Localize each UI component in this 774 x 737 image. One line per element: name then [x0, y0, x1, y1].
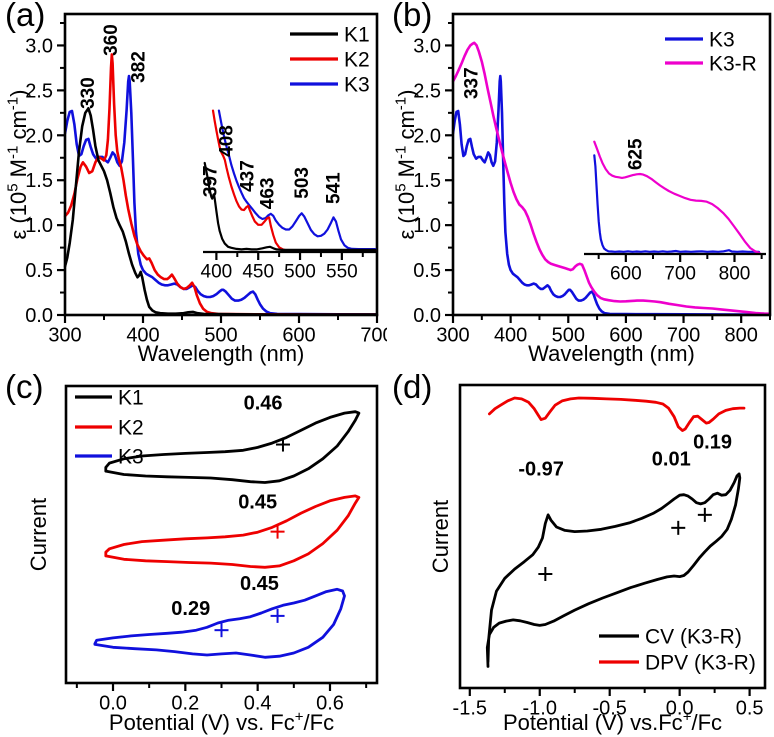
svg-text:0.0: 0.0 — [99, 692, 127, 714]
svg-text:397: 397 — [201, 165, 222, 197]
panel-b: 300 400 500 600 700 800 0.0 0.5 1.0 1.5 2.0 2.5 3.0 W… — [387, 0, 774, 368]
svg-text:300: 300 — [436, 324, 469, 346]
svg-text:300: 300 — [48, 324, 81, 346]
svg-text:0.46: 0.46 — [244, 393, 283, 415]
svg-text:503: 503 — [292, 167, 313, 199]
svg-text:0.0: 0.0 — [413, 305, 441, 327]
svg-text:400: 400 — [126, 324, 159, 346]
panel-d-label: (d) — [392, 368, 433, 405]
svg-text:3.0: 3.0 — [413, 35, 441, 57]
svg-text:382: 382 — [129, 51, 150, 83]
svg-text:1.0: 1.0 — [413, 215, 441, 237]
svg-text:600: 600 — [609, 324, 642, 346]
svg-text:408: 408 — [217, 125, 238, 157]
svg-text:0.0: 0.0 — [25, 305, 53, 327]
svg-text:0.01: 0.01 — [652, 449, 691, 471]
svg-text:541: 541 — [324, 172, 345, 204]
svg-text:600: 600 — [282, 324, 315, 346]
svg-text:0.2: 0.2 — [171, 692, 199, 714]
svg-text:-1.0: -1.0 — [523, 697, 557, 719]
svg-text:Current: Current — [428, 500, 453, 573]
svg-text:1.5: 1.5 — [25, 170, 53, 192]
svg-text:330: 330 — [78, 77, 99, 109]
svg-text:700: 700 — [667, 324, 700, 346]
svg-text:2.5: 2.5 — [413, 80, 441, 102]
svg-text:800: 800 — [724, 324, 757, 346]
svg-text:500: 500 — [204, 324, 237, 346]
svg-text:500: 500 — [284, 261, 316, 278]
svg-text:Potential (V) vs.Fc+/Fc: Potential (V) vs.Fc+/Fc — [503, 709, 722, 735]
svg-text:625: 625 — [626, 138, 647, 170]
svg-text:600: 600 — [610, 263, 642, 282]
svg-text:450: 450 — [242, 261, 274, 278]
svg-text:K3: K3 — [118, 446, 144, 469]
svg-text:Potential (V) vs. Fc+/Fc: Potential (V) vs. Fc+/Fc — [109, 709, 334, 735]
panel-c-label: (c) — [5, 368, 44, 405]
svg-text:Wavelength (nm): Wavelength (nm) — [528, 341, 695, 366]
svg-text:K3: K3 — [344, 74, 370, 97]
svg-text:2.5: 2.5 — [25, 80, 53, 102]
svg-text:K2: K2 — [344, 49, 370, 72]
svg-text:1.0: 1.0 — [25, 215, 53, 237]
svg-text:-0.97: -0.97 — [518, 459, 564, 481]
svg-text:K1: K1 — [118, 387, 144, 410]
svg-text:CV (K3-R): CV (K3-R) — [645, 626, 742, 649]
svg-text:337: 337 — [461, 67, 482, 99]
svg-text:Wavelength (nm): Wavelength (nm) — [138, 341, 305, 366]
svg-text:0.5: 0.5 — [413, 260, 441, 282]
svg-text:0.19: 0.19 — [693, 431, 732, 453]
panel-a: 300 400 500 600 700 0.0 0.5 1.0 1.5 2.0 2.5 3.0 Wave… — [0, 0, 387, 368]
panel-a-plot: 300 400 500 600 700 0.0 0.5 1.0 1.5 2.0 2.5 3.0 Wave… — [5, 12, 387, 366]
svg-text:DPV (K3-R): DPV (K3-R) — [645, 652, 756, 675]
panel-d: -1.5 -1.0 -0.5 0.0 0.5 Potential (V) vs.Fc+/F… — [387, 368, 774, 737]
panel-b-plot: 300 400 500 600 700 800 0.0 0.5 1.0 1.5 2.0 2.5 3.0 W… — [393, 12, 772, 366]
svg-text:0.45: 0.45 — [238, 492, 277, 514]
svg-text:0.0: 0.0 — [666, 697, 694, 719]
svg-text:1.5: 1.5 — [413, 170, 441, 192]
svg-text:K1: K1 — [344, 24, 370, 47]
svg-text:550: 550 — [326, 261, 358, 278]
svg-text:K3-R: K3-R — [709, 53, 757, 76]
svg-text:0.4: 0.4 — [244, 692, 272, 714]
svg-text:2.0: 2.0 — [25, 125, 53, 147]
svg-text:400: 400 — [494, 324, 527, 346]
panel-c: 0.0 0.2 0.4 0.6 Potential (V) vs. Fc+/Fc Curr… — [0, 368, 387, 737]
panel-b-label: (b) — [392, 0, 433, 33]
panel-a-label: (a) — [5, 0, 46, 33]
svg-text:-0.5: -0.5 — [592, 697, 626, 719]
svg-text:3.0: 3.0 — [25, 35, 53, 57]
svg-text:360: 360 — [101, 24, 122, 56]
svg-text:700: 700 — [664, 263, 696, 282]
svg-text:0.6: 0.6 — [316, 692, 344, 714]
svg-text:0.29: 0.29 — [171, 598, 210, 620]
svg-text:437: 437 — [238, 160, 259, 192]
svg-text:-1.5: -1.5 — [453, 697, 487, 719]
svg-text:500: 500 — [552, 324, 585, 346]
svg-text:400: 400 — [201, 261, 233, 278]
svg-text:463: 463 — [258, 178, 279, 210]
svg-text:700: 700 — [360, 324, 387, 346]
svg-text:ε (105 M-1 cm-1): ε (105 M-1 cm-1) — [5, 90, 31, 240]
panel-b-inset-plot: 600 700 800 625 — [584, 138, 766, 282]
svg-text:ε (105 M-1 cm-1): ε (105 M-1 cm-1) — [393, 90, 419, 240]
svg-text:Current: Current — [26, 498, 51, 571]
panel-d-plot: -1.5 -1.0 -0.5 0.0 0.5 Potential (V) vs.Fc+/F… — [428, 383, 767, 735]
svg-text:K2: K2 — [118, 417, 144, 440]
svg-text:0.5: 0.5 — [736, 697, 764, 719]
svg-text:0.45: 0.45 — [240, 573, 279, 595]
svg-text:0.5: 0.5 — [25, 260, 53, 282]
svg-text:800: 800 — [719, 263, 751, 282]
svg-text:2.0: 2.0 — [413, 125, 441, 147]
svg-text:K3: K3 — [709, 29, 735, 52]
